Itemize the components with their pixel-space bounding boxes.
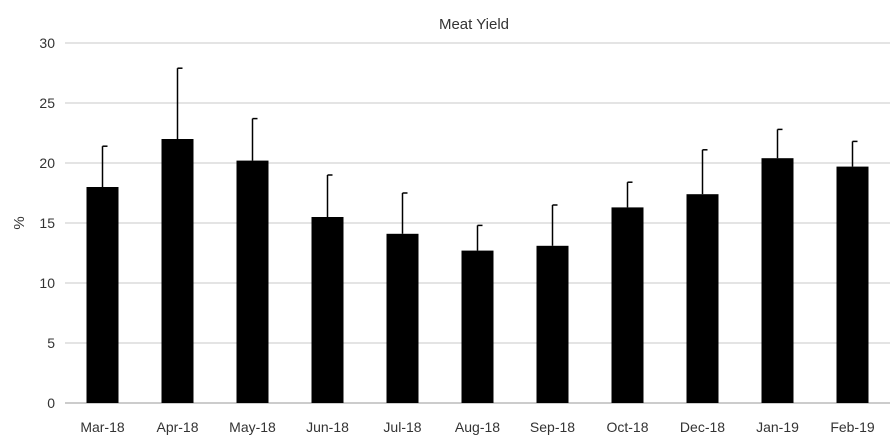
bar [536, 245, 569, 403]
bar [386, 233, 419, 403]
error-bar [251, 117, 258, 161]
bar [611, 207, 644, 403]
bar [686, 194, 719, 403]
x-tick-label: Sep-18 [530, 419, 575, 435]
x-tick-label: Feb-19 [830, 419, 875, 435]
x-tick-label: Oct-18 [606, 419, 648, 435]
bar [761, 158, 794, 403]
error-bar [701, 149, 708, 195]
y-tick-label: 25 [39, 95, 55, 111]
y-tick-labels: 0 5 10 15 20 25 30 [39, 35, 55, 411]
error-bar [476, 224, 483, 251]
error-bar [851, 140, 858, 167]
y-tick-label: 10 [39, 275, 55, 291]
bar [311, 217, 344, 403]
bar [161, 139, 194, 403]
y-tick-label: 20 [39, 155, 55, 171]
y-tick-label: 30 [39, 35, 55, 51]
x-tick-label: Dec-18 [680, 419, 725, 435]
x-tick-label: May-18 [229, 419, 276, 435]
error-bar [101, 145, 108, 187]
chart-title: Meat Yield [439, 16, 509, 33]
x-tick-label: Aug-18 [455, 419, 500, 435]
error-bar [326, 174, 333, 217]
x-tick-label: Apr-18 [156, 419, 198, 435]
bar [86, 187, 119, 403]
x-tick-label: Jun-18 [306, 419, 349, 435]
y-tick-label: 15 [39, 215, 55, 231]
error-bar [176, 67, 183, 139]
y-tick-label: 0 [47, 395, 55, 411]
error-bar [626, 181, 633, 208]
bar [836, 166, 869, 403]
y-axis-label: % [11, 216, 28, 229]
bar [461, 250, 494, 403]
x-tick-label: Jul-18 [383, 419, 421, 435]
x-tick-label: Jan-19 [756, 419, 799, 435]
error-bar [776, 128, 783, 159]
x-tick-labels: Mar-18 Apr-18 May-18 Jun-18 Jul-18 Aug-18 Sep-… [80, 419, 875, 435]
x-tick-label: Mar-18 [80, 419, 125, 435]
bars [86, 139, 869, 403]
bar [236, 160, 269, 403]
error-bars [101, 67, 858, 251]
error-bar [401, 192, 408, 234]
y-tick-label: 5 [47, 335, 55, 351]
error-bar [551, 204, 558, 246]
